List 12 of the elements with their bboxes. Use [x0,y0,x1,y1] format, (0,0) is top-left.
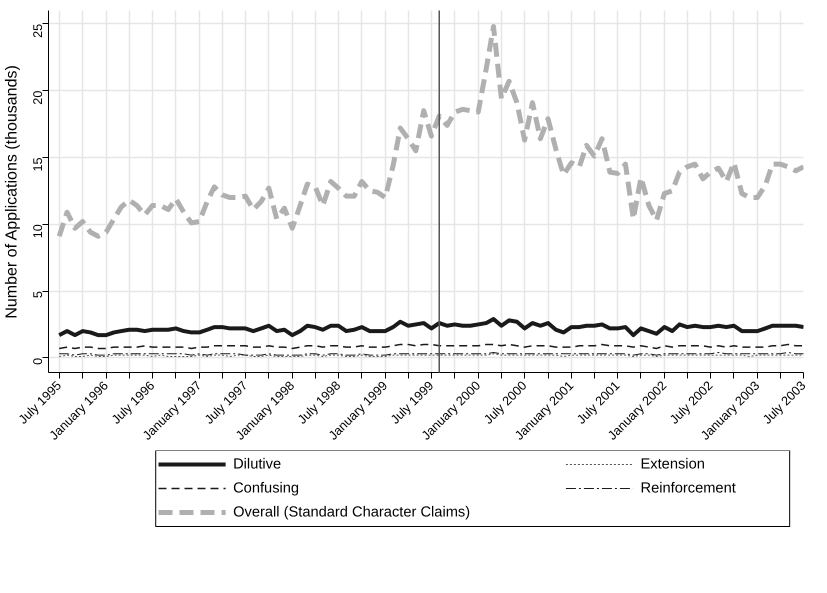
y-tick-label: 10 [31,224,45,238]
y-tick-label: 15 [31,157,45,172]
legend-label: Dilutive [233,456,282,472]
y-tick-label: 20 [31,90,45,105]
y-tick-label: 0 [31,358,45,365]
legend-label: Overall (Standard Character Claims) [233,504,470,520]
legend-label: Extension [640,456,705,472]
legend-label: Confusing [233,480,300,496]
legend-label: Reinforcement [640,480,736,496]
y-tick-label: 25 [31,24,45,38]
y-tick-label: 5 [31,291,45,298]
y-axis-title: Number of Applications (thousands) [4,65,20,319]
